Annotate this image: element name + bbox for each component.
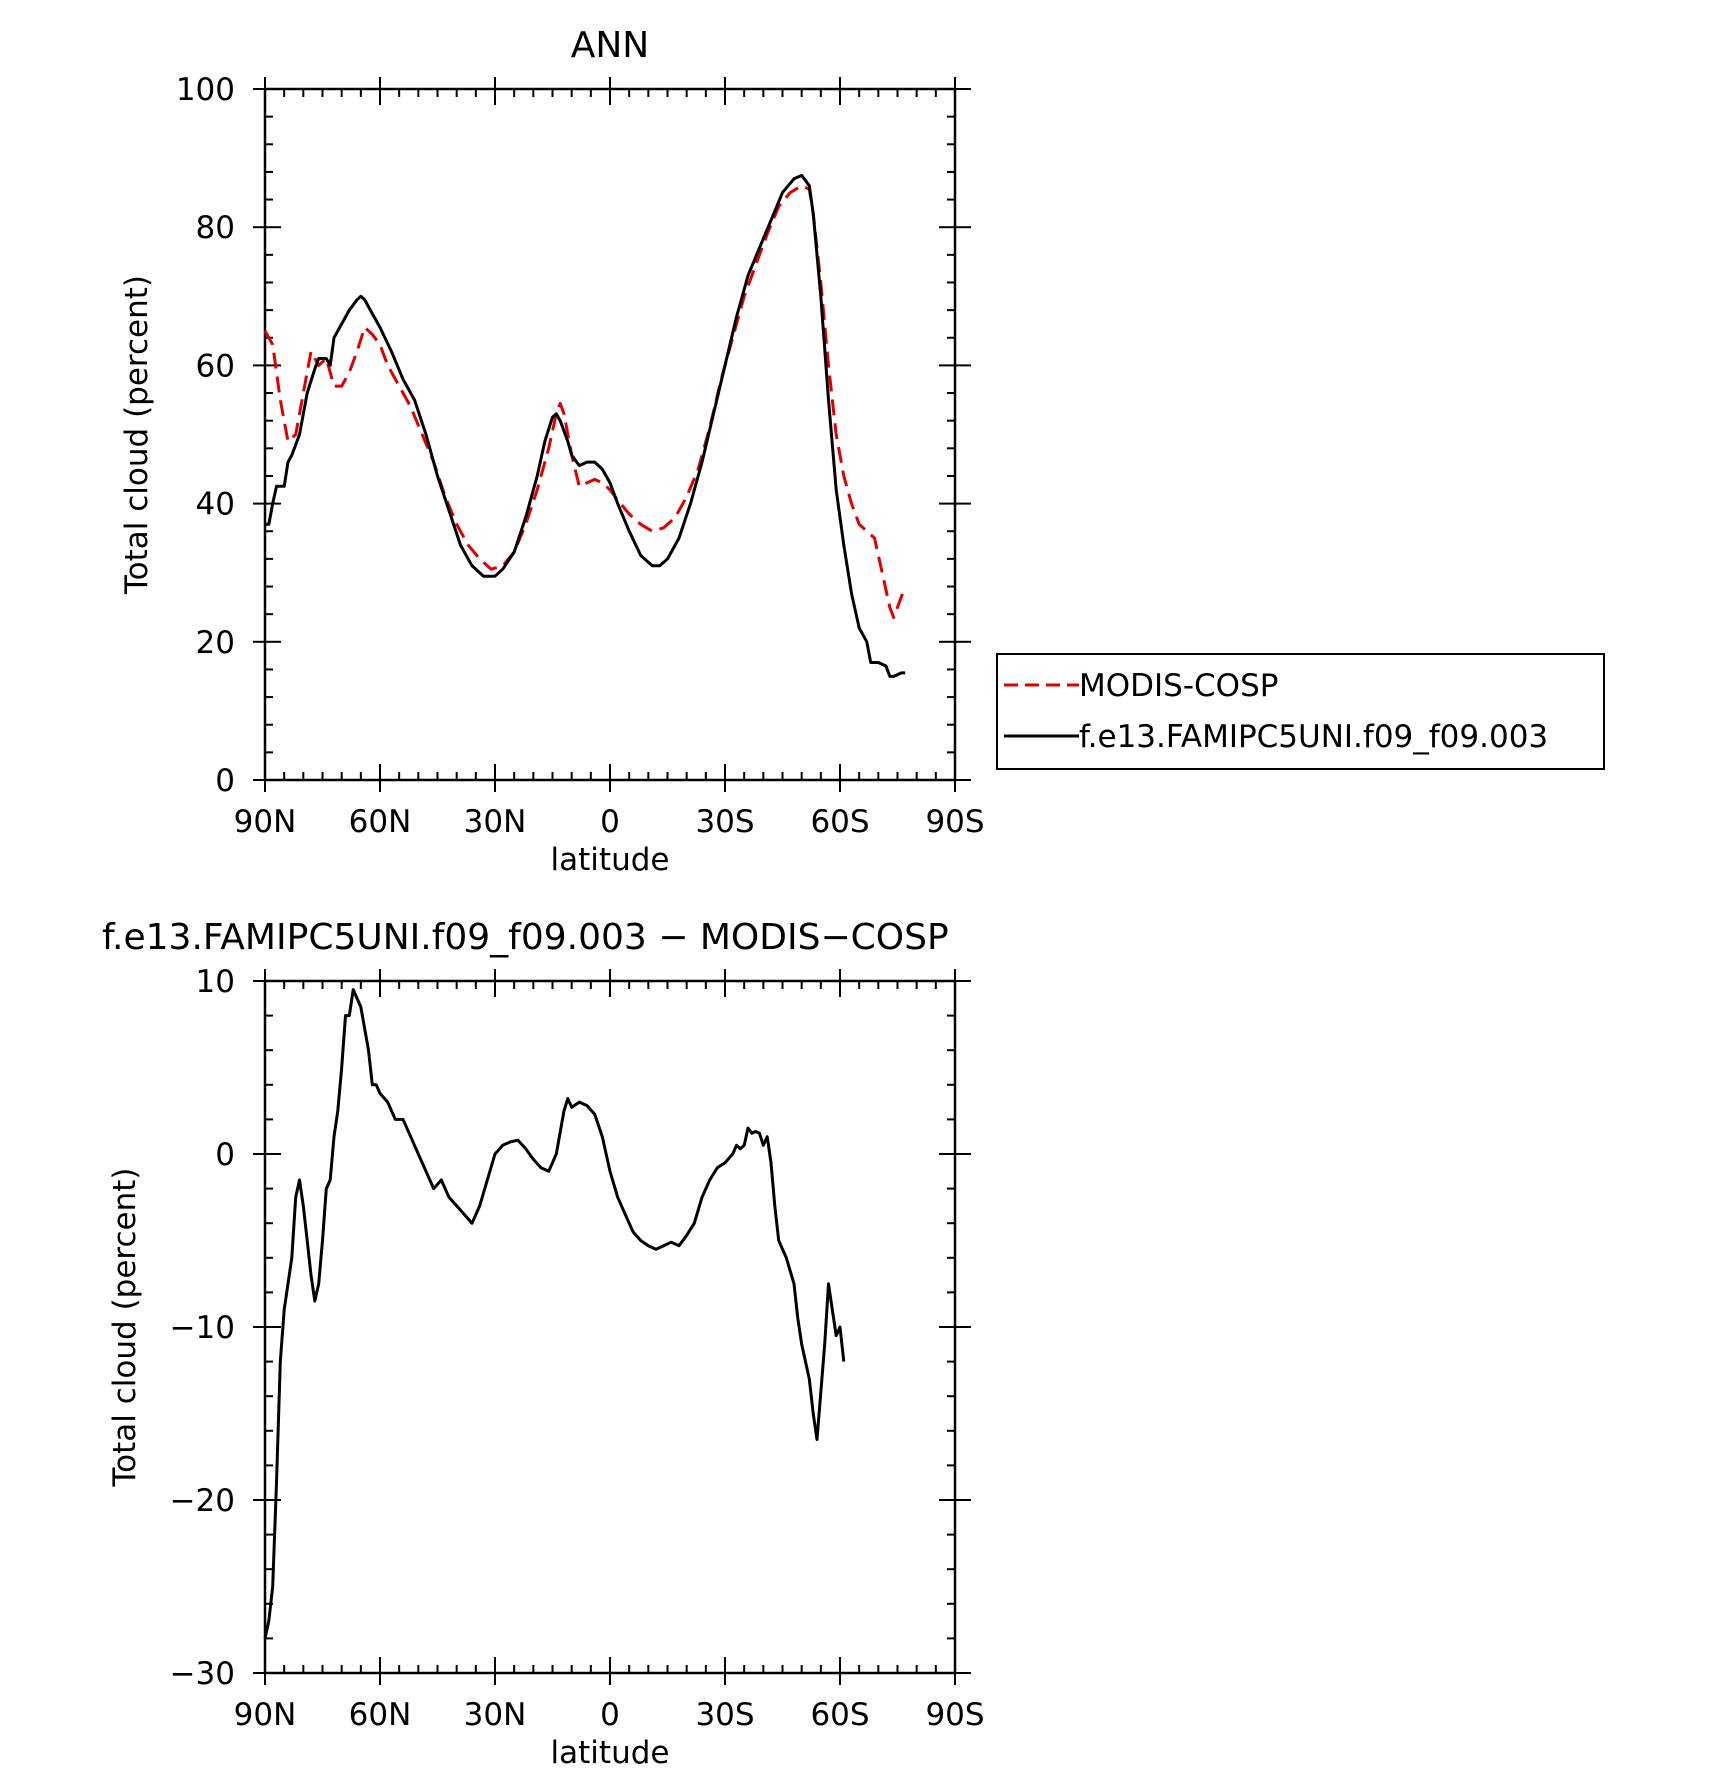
x-tick-label: 60N (349, 804, 412, 840)
legend: MODIS-COSP f.e13.FAMIPC5UNI.f09_f09.003 (996, 653, 1605, 770)
y-tick-label: 60 (196, 348, 235, 384)
y-tick-label: −30 (170, 1656, 235, 1692)
y-tick-label: −20 (170, 1483, 235, 1519)
plot-frame (263, 979, 957, 1675)
series-line-2 (265, 173, 906, 678)
x-tick-label: 30N (464, 804, 527, 840)
plot-frame (263, 87, 957, 782)
y-tick-label: 40 (196, 487, 235, 523)
x-tick-label: 90S (925, 1697, 984, 1733)
x-tick-label: 30S (695, 804, 754, 840)
x-tick-label: 90N (234, 1697, 297, 1733)
chart-title: ANN (571, 25, 650, 66)
legend-label: f.e13.FAMIPC5UNI.f09_f09.003 (1079, 719, 1548, 755)
y-tick-label: 0 (215, 763, 235, 799)
panel-1: ANN 90N 60N 30N 0 30S 60S 90S 0 20 40 60 80 100 latitu… (119, 25, 1605, 878)
x-tick-label: 0 (600, 804, 620, 840)
chart-title: f.e13.FAMIPC5UNI.f09_f09.003 − MODIS−COS… (102, 917, 949, 958)
y-tick-label: 0 (215, 1137, 235, 1173)
series-line-1 (263, 988, 846, 1639)
x-tick-label: 90S (925, 804, 984, 840)
x-tick-label: 90N (234, 804, 297, 840)
y-tick-label: −10 (170, 1310, 235, 1346)
x-axis-label: latitude (551, 842, 670, 878)
y-axis-label: Total cloud (percent) (107, 1168, 143, 1488)
series-line-1 (263, 184, 907, 620)
y-axis-label: Total cloud (percent) (119, 275, 155, 595)
x-tick-label: 30N (464, 1697, 527, 1733)
y-tick-label: 80 (196, 210, 235, 246)
y-tick-label: 10 (196, 964, 235, 1000)
panel-2: f.e13.FAMIPC5UNI.f09_f09.003 − MODIS−COS… (102, 917, 985, 1771)
legend-box (996, 653, 1605, 770)
y-tick-label: 100 (176, 72, 235, 108)
x-tick-label: 60S (810, 804, 869, 840)
x-tick-label: 0 (600, 1697, 620, 1733)
legend-label: MODIS-COSP (1079, 668, 1278, 704)
x-tick-label: 30S (695, 1697, 754, 1733)
x-axis-label: latitude (551, 1735, 670, 1771)
x-tick-label: 60S (810, 1697, 869, 1733)
x-tick-label: 60N (349, 1697, 412, 1733)
y-tick-label: 20 (196, 625, 235, 661)
